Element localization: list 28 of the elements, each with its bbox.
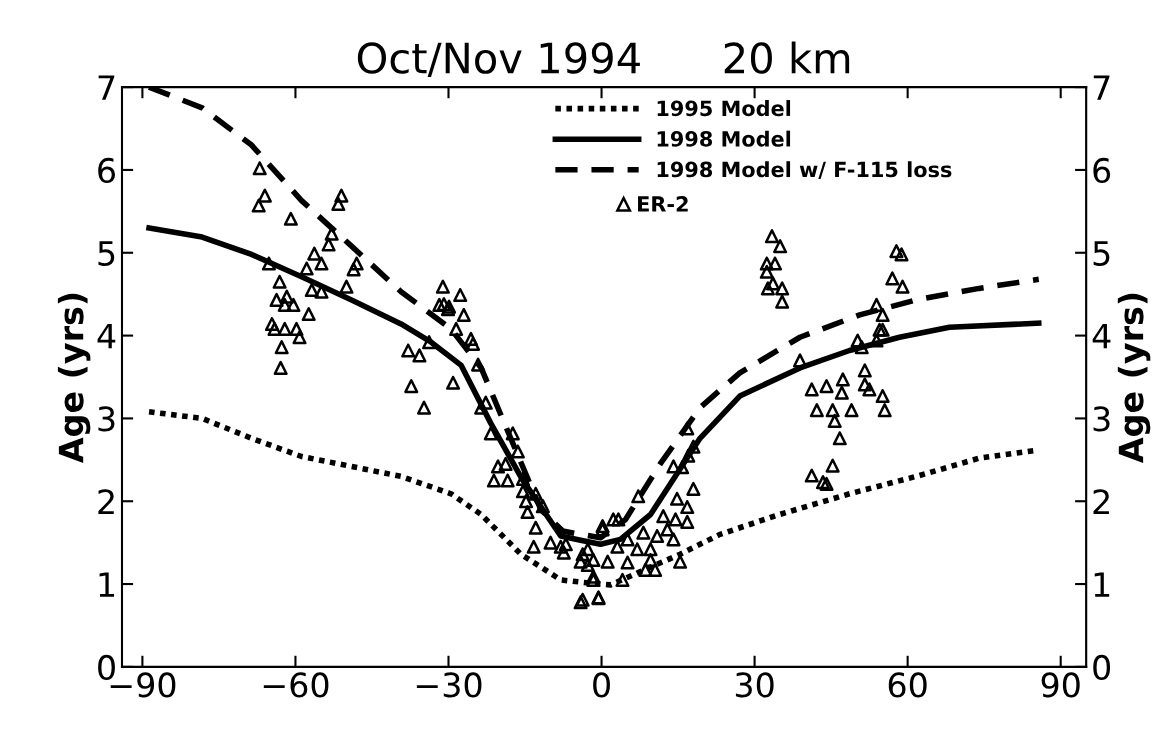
- y2-axis-title: Age (yrs): [1117, 293, 1151, 464]
- x-tick-label: −30: [416, 672, 482, 698]
- y-tick-label: 6: [98, 157, 116, 184]
- y-tick-label: 4: [97, 323, 116, 349]
- y-tick-label: 1: [99, 572, 115, 597]
- legend-label: 1995 Model: [657, 100, 791, 117]
- y2-tick-label: 0: [1093, 654, 1111, 681]
- y-tick-label: 2: [98, 489, 114, 514]
- y2-tick-label: 4: [1092, 323, 1111, 349]
- y-tick-label: 3: [98, 406, 115, 432]
- y-tick-label: 5: [98, 241, 115, 266]
- x-tick-label: −60: [263, 672, 329, 698]
- x-tick-label: 90: [1041, 672, 1080, 698]
- y2-tick-label: 3: [1093, 406, 1110, 432]
- x-tick-label: 60: [888, 672, 927, 698]
- y2-tick-label: 5: [1093, 241, 1110, 266]
- legend-label: ER-2: [638, 196, 688, 212]
- y2-tick-label: 6: [1093, 157, 1111, 184]
- y2-tick-label: 7: [1093, 75, 1110, 100]
- chart-title: Oct/Nov 1994 20 km: [357, 41, 850, 78]
- y-tick-label: 7: [98, 75, 115, 100]
- legend-label: 1998 Model: [657, 130, 791, 147]
- legend-label: 1998 Model w/ F-115 loss: [657, 161, 952, 179]
- x-tick-label: 0: [593, 672, 610, 698]
- y-axis-title: Age (yrs): [57, 293, 91, 464]
- y2-tick-label: 2: [1093, 489, 1109, 514]
- x-tick-label: 30: [735, 672, 774, 698]
- y2-tick-label: 1: [1094, 572, 1110, 597]
